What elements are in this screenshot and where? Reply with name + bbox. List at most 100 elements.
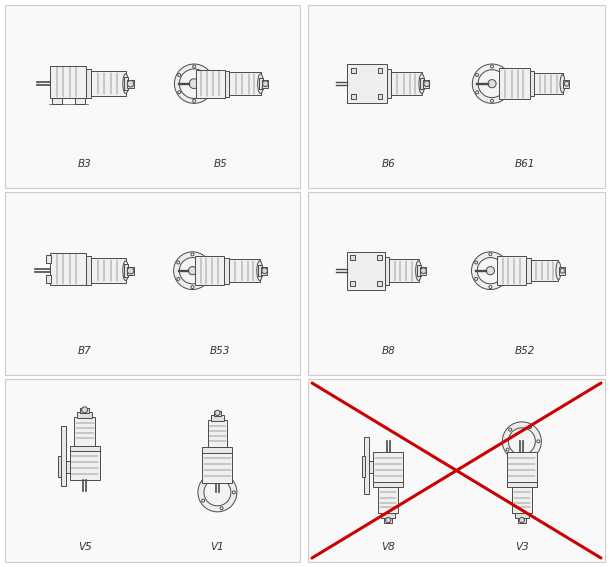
Circle shape xyxy=(508,428,536,455)
Bar xyxy=(507,452,537,482)
Circle shape xyxy=(506,91,508,94)
Bar xyxy=(534,73,562,94)
Text: V1: V1 xyxy=(210,543,224,552)
Bar xyxy=(564,81,569,88)
Bar xyxy=(46,275,51,283)
Circle shape xyxy=(475,261,478,264)
Bar xyxy=(351,68,356,73)
Circle shape xyxy=(509,428,512,431)
Bar xyxy=(378,68,382,73)
Circle shape xyxy=(262,81,268,87)
Bar xyxy=(77,412,92,418)
Bar xyxy=(127,266,134,275)
Circle shape xyxy=(488,79,496,88)
Bar xyxy=(225,70,229,97)
Bar xyxy=(378,94,382,99)
Circle shape xyxy=(179,69,209,99)
Bar xyxy=(347,252,385,290)
Bar xyxy=(377,255,382,260)
Bar xyxy=(351,281,356,286)
Circle shape xyxy=(476,91,479,94)
Circle shape xyxy=(486,266,495,275)
Text: V8: V8 xyxy=(381,543,395,552)
Bar xyxy=(373,482,403,487)
Circle shape xyxy=(191,286,194,289)
Bar xyxy=(59,456,62,477)
Bar xyxy=(498,68,529,99)
Bar xyxy=(531,260,558,281)
Bar xyxy=(52,99,62,104)
Circle shape xyxy=(537,440,540,443)
Bar xyxy=(261,268,267,275)
Circle shape xyxy=(205,277,208,280)
Bar xyxy=(74,417,95,446)
Bar xyxy=(390,72,422,95)
Circle shape xyxy=(490,99,493,103)
Circle shape xyxy=(476,74,479,77)
Bar xyxy=(5,379,300,562)
Text: V3: V3 xyxy=(515,543,529,552)
Text: B6: B6 xyxy=(381,159,395,169)
Bar xyxy=(5,5,300,188)
Bar xyxy=(75,99,85,104)
Bar xyxy=(347,64,387,103)
Circle shape xyxy=(193,65,196,68)
Bar xyxy=(308,192,605,375)
Circle shape xyxy=(202,499,204,502)
Bar xyxy=(210,415,224,421)
Text: V5: V5 xyxy=(78,543,92,552)
Circle shape xyxy=(525,456,528,459)
Circle shape xyxy=(178,74,181,77)
Circle shape xyxy=(127,81,134,87)
Text: B3: B3 xyxy=(78,159,92,169)
Ellipse shape xyxy=(123,261,129,281)
Bar xyxy=(507,482,537,487)
Circle shape xyxy=(82,407,88,413)
Circle shape xyxy=(127,268,134,274)
Circle shape xyxy=(188,266,196,275)
Bar xyxy=(258,265,262,277)
Ellipse shape xyxy=(560,75,565,93)
Circle shape xyxy=(189,79,199,88)
Bar xyxy=(92,71,126,96)
Circle shape xyxy=(489,253,492,256)
Circle shape xyxy=(232,491,235,494)
Circle shape xyxy=(489,286,492,289)
Bar xyxy=(420,268,426,275)
Circle shape xyxy=(477,257,503,284)
Circle shape xyxy=(503,277,506,280)
Circle shape xyxy=(191,253,194,256)
Circle shape xyxy=(177,277,180,280)
Bar xyxy=(373,452,403,482)
Circle shape xyxy=(490,65,493,68)
Bar xyxy=(385,257,389,285)
Circle shape xyxy=(179,257,206,284)
Circle shape xyxy=(220,507,223,510)
Bar xyxy=(207,420,227,447)
Bar xyxy=(364,437,370,494)
Circle shape xyxy=(560,268,565,273)
Circle shape xyxy=(204,479,231,506)
Bar xyxy=(60,426,66,485)
Bar xyxy=(259,78,263,90)
Bar xyxy=(86,256,92,285)
Circle shape xyxy=(215,410,220,416)
Circle shape xyxy=(177,261,180,264)
Bar xyxy=(46,255,51,263)
Bar xyxy=(526,259,531,283)
Bar xyxy=(50,253,86,285)
Ellipse shape xyxy=(123,74,129,94)
Bar xyxy=(387,69,390,99)
Circle shape xyxy=(207,74,210,77)
Ellipse shape xyxy=(257,74,264,94)
Ellipse shape xyxy=(556,261,561,280)
Circle shape xyxy=(198,473,237,512)
Bar xyxy=(423,81,429,88)
Circle shape xyxy=(207,91,210,94)
Bar xyxy=(229,72,260,95)
Circle shape xyxy=(174,64,213,103)
Ellipse shape xyxy=(419,74,425,94)
Bar xyxy=(70,450,99,480)
Bar xyxy=(378,487,398,513)
Ellipse shape xyxy=(415,261,422,281)
